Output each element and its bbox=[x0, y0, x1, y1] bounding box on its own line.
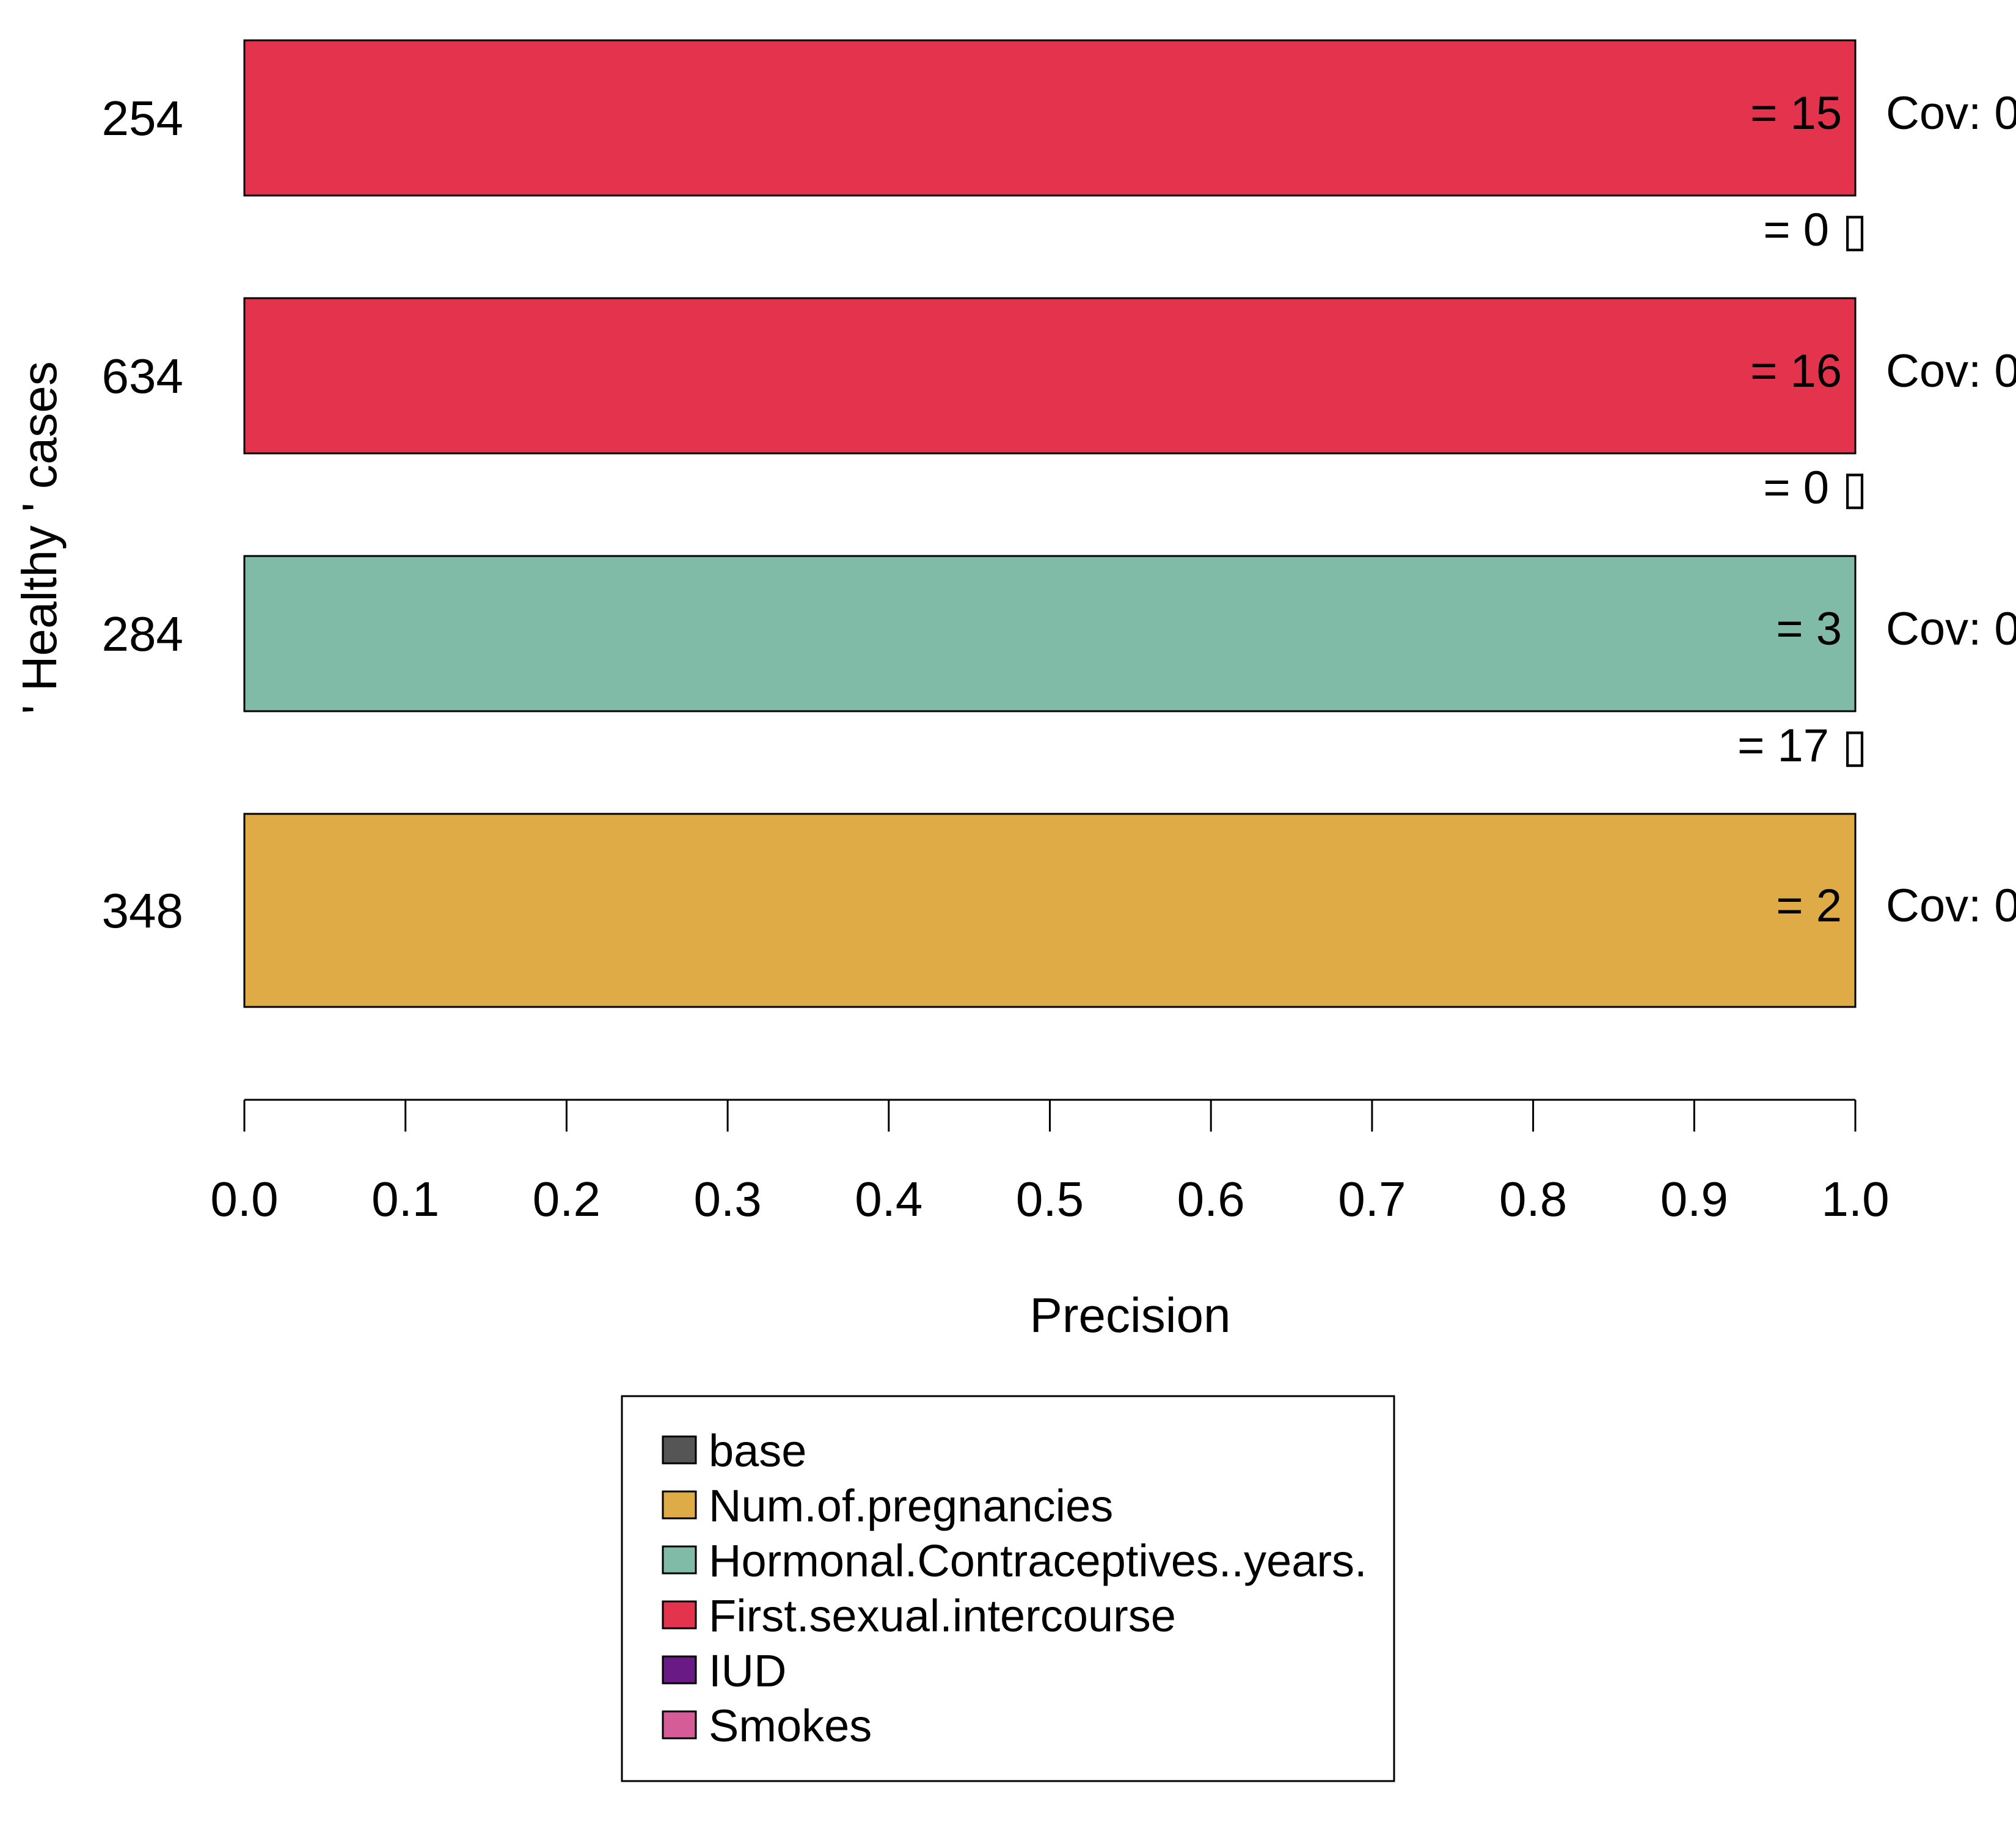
legend-entry-label: IUD bbox=[709, 1645, 786, 1696]
bars-layer bbox=[243, 39, 1857, 1008]
coverage-label: Cov: 0 bbox=[1886, 880, 2016, 932]
legend-entries: baseNum.of.pregnanciesHormonal.Contracep… bbox=[662, 1425, 1367, 1751]
y-axis-label: ' Healthy ' cases bbox=[12, 361, 67, 714]
bar-634 bbox=[243, 297, 1857, 455]
bar-value-label: = 15 bbox=[1750, 87, 1842, 139]
bar-value-label: = 3 bbox=[1776, 603, 1842, 655]
legend-entry-label: Hormonal.Contraceptives..years. bbox=[709, 1535, 1367, 1586]
bar-348 bbox=[243, 813, 1857, 1008]
x-tick-label: 1.0 bbox=[1821, 1172, 1889, 1226]
x-tick-label: 0.7 bbox=[1338, 1172, 1406, 1226]
legend-entry-label: Smokes bbox=[709, 1700, 872, 1751]
bar-value-label: = 16 bbox=[1750, 345, 1842, 397]
x-tick-label: 0.1 bbox=[371, 1172, 439, 1226]
coverage-label: Cov: 0 bbox=[1886, 345, 2016, 397]
legend: baseNum.of.pregnanciesHormonal.Contracep… bbox=[621, 1395, 1395, 1782]
legend-entry-label: base bbox=[709, 1425, 806, 1476]
bar-284 bbox=[243, 555, 1857, 712]
secondary-label: = 0 ▯ bbox=[1763, 462, 1868, 514]
x-tick-label: 0.9 bbox=[1660, 1172, 1728, 1226]
coverage-label: Cov: 0 bbox=[1886, 87, 2016, 139]
secondary-label: = 0 ▯ bbox=[1763, 204, 1868, 256]
secondary-label: = 17 ▯ bbox=[1737, 720, 1868, 772]
legend-box bbox=[621, 1395, 1395, 1782]
labels-layer: 254 = 15 Cov: 0 = 0 ▯ 634 = 16 Cov: 0 = 0 ▯ 284 =… bbox=[102, 87, 2016, 938]
x-tick-label: 0.3 bbox=[693, 1172, 761, 1226]
x-axis-label: Precision bbox=[1029, 1288, 1230, 1342]
legend-entry-label: Num.of.pregnancies bbox=[709, 1480, 1113, 1531]
x-tick-label: 0.6 bbox=[1177, 1172, 1245, 1226]
legend-swatch bbox=[662, 1600, 697, 1630]
legend-swatch bbox=[662, 1545, 697, 1575]
x-tick-label: 0.0 bbox=[210, 1172, 278, 1226]
coverage-label: Cov: 0 bbox=[1886, 603, 2016, 655]
legend-swatch bbox=[662, 1710, 697, 1740]
legend-swatch bbox=[662, 1490, 697, 1520]
y-tick-label: 284 bbox=[102, 607, 183, 661]
legend-swatch bbox=[662, 1435, 697, 1465]
bar-254 bbox=[243, 39, 1857, 197]
bar-value-label: = 2 bbox=[1776, 880, 1842, 932]
y-tick-label: 634 bbox=[102, 349, 183, 403]
x-tick-label: 0.4 bbox=[855, 1172, 922, 1226]
x-tick-label: 0.8 bbox=[1499, 1172, 1567, 1226]
x-axis: 0.0 0.1 0.2 0.3 0.4 0.5 0.6 0.7 0.8 0.9 1.0 bbox=[210, 1099, 1890, 1226]
y-tick-label: 348 bbox=[102, 884, 183, 938]
legend-entry-label: First.sexual.intercourse bbox=[709, 1590, 1176, 1641]
y-tick-label: 254 bbox=[102, 91, 183, 145]
legend-swatch bbox=[662, 1655, 697, 1685]
x-tick-label: 0.5 bbox=[1016, 1172, 1084, 1226]
x-tick-label: 0.2 bbox=[533, 1172, 601, 1226]
